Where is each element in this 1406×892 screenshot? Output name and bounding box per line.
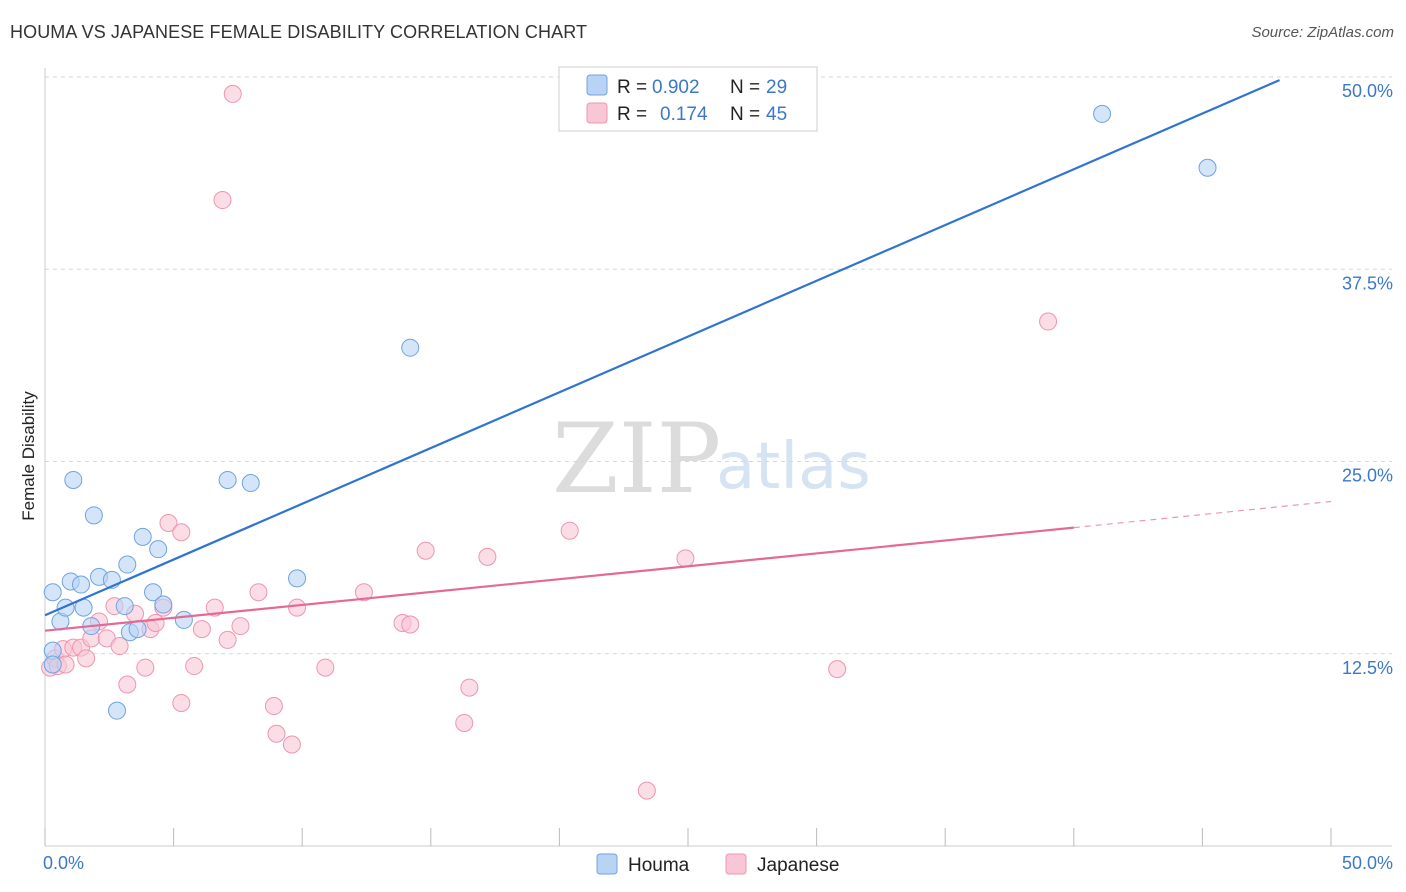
- legend-japanese-r-label: R =: [617, 104, 647, 125]
- japanese-point-17: [146, 613, 165, 632]
- houma-trendline: [44, 79, 1280, 617]
- y-axis-label: Female Disability: [19, 391, 38, 521]
- legend-japanese-n-value: 45: [766, 104, 787, 125]
- japanese-point-46: [1039, 312, 1058, 331]
- japanese-point-21: [172, 693, 191, 712]
- legend-japanese-swatch: [586, 102, 608, 124]
- houma-point-19: [149, 540, 168, 559]
- bottom-legend-houma-label: Houma: [628, 855, 690, 876]
- japanese-point-31: [267, 724, 286, 743]
- houma-point-1: [43, 583, 62, 602]
- japanese-point-23: [192, 620, 211, 639]
- houma-point-9: [84, 506, 103, 525]
- japanese-trendline-extension: [1073, 500, 1332, 529]
- legend-houma-r-value: 0.902: [652, 77, 700, 98]
- legend-houma-r-label: R =: [617, 77, 647, 98]
- japanese-point-26: [223, 84, 242, 103]
- japanese-point-40: [460, 678, 479, 697]
- japanese-point-22: [185, 657, 204, 676]
- japanese-point-7: [77, 649, 96, 668]
- x-tick-label-1: 50.0%: [1342, 853, 1393, 873]
- japanese-point-39: [455, 713, 474, 732]
- legend-japanese-n-label: N =: [730, 104, 760, 125]
- houma-point-16: [128, 620, 147, 639]
- legend-houma-n-value: 29: [766, 77, 787, 98]
- houma-point-6: [72, 575, 91, 594]
- houma-point-3: [56, 598, 75, 617]
- legend: R = 0.902 N = 29 R = 0.174 N = 45: [558, 66, 818, 132]
- y-tick-label-0: 12.5%: [1342, 658, 1393, 678]
- bottom-legend: Houma Japanese: [596, 853, 839, 876]
- houma-point-27: [1198, 158, 1217, 177]
- japanese-series: [41, 84, 1058, 800]
- japanese-point-33: [288, 598, 307, 617]
- x-tick-label-0: 0.0%: [43, 853, 84, 873]
- japanese-point-37: [401, 615, 420, 634]
- houma-point-28: [43, 655, 62, 674]
- y-tick-labels: 12.5% 25.0% 37.5% 50.0%: [1342, 81, 1393, 678]
- japanese-point-15: [136, 658, 155, 677]
- japanese-point-12: [110, 637, 129, 656]
- bottom-legend-houma-swatch: [596, 853, 618, 875]
- houma-point-26: [1093, 104, 1112, 123]
- houma-series: [43, 104, 1217, 720]
- japanese-trendline: [44, 526, 1074, 632]
- houma-point-12: [108, 701, 127, 720]
- watermark-atlas: atlas: [716, 430, 871, 504]
- japanese-point-35: [354, 583, 373, 602]
- japanese-point-13: [118, 675, 137, 694]
- japanese-point-43: [637, 781, 656, 800]
- houma-point-17: [133, 527, 152, 546]
- x-tick-labels: 0.0% 50.0%: [43, 853, 1393, 873]
- houma-point-24: [288, 569, 307, 588]
- y-tick-label-2: 37.5%: [1342, 273, 1393, 293]
- source-label: Source: ZipAtlas.com: [1251, 24, 1394, 41]
- legend-houma-n-label: N =: [730, 77, 760, 98]
- japanese-point-29: [249, 583, 268, 602]
- houma-point-23: [241, 474, 260, 493]
- japanese-point-44: [676, 549, 695, 568]
- japanese-point-32: [282, 735, 301, 754]
- japanese-point-38: [416, 541, 435, 560]
- trendlines: [44, 79, 1332, 632]
- japanese-point-27: [213, 191, 232, 210]
- legend-houma-swatch: [586, 74, 608, 96]
- japanese-point-25: [218, 630, 237, 649]
- watermark: ZIP atlas: [552, 403, 871, 515]
- japanese-point-30: [264, 697, 283, 716]
- gridlines: [45, 76, 1392, 655]
- watermark-zip: ZIP: [552, 403, 721, 515]
- chart-title: HOUMA VS JAPANESE FEMALE DISABILITY CORR…: [10, 22, 588, 42]
- houma-point-22: [218, 470, 237, 489]
- houma-point-5: [64, 470, 83, 489]
- japanese-point-34: [316, 658, 335, 677]
- japanese-point-42: [560, 521, 579, 540]
- bottom-legend-japanese-label: Japanese: [757, 855, 839, 876]
- y-tick-label-3: 50.0%: [1342, 81, 1393, 101]
- houma-point-14: [118, 555, 137, 574]
- japanese-point-24: [205, 598, 224, 617]
- japanese-point-41: [478, 547, 497, 566]
- houma-point-18: [144, 583, 163, 602]
- houma-point-25: [401, 338, 420, 357]
- japanese-point-20: [172, 523, 191, 542]
- houma-point-21: [174, 610, 193, 629]
- japanese-point-45: [828, 660, 847, 679]
- japanese-point-28: [231, 617, 250, 636]
- axes: [44, 68, 1392, 847]
- legend-japanese-r-value: 0.174: [660, 104, 708, 125]
- houma-point-13: [115, 597, 134, 616]
- bottom-legend-japanese-swatch: [725, 853, 747, 875]
- houma-point-20: [154, 595, 173, 614]
- y-tick-label-1: 25.0%: [1342, 466, 1393, 486]
- japanese-point-19: [159, 514, 178, 533]
